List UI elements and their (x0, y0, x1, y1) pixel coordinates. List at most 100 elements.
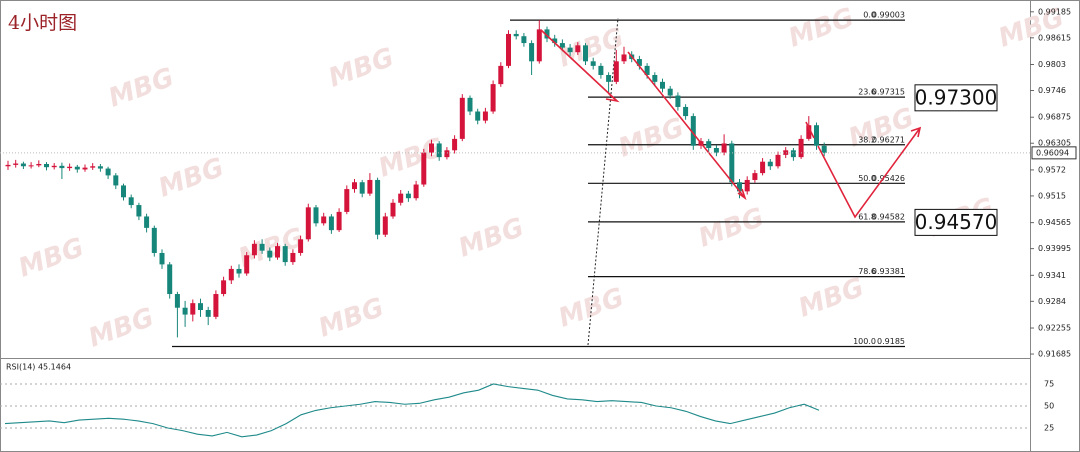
candle-body (552, 38, 558, 44)
rsi-line (4, 383, 820, 438)
fib-ratio: 61.8 (858, 212, 876, 221)
rsi-tick-label: 75 (1044, 380, 1054, 389)
candle-body (475, 111, 481, 121)
arrow (627, 51, 746, 199)
candle-body (305, 207, 311, 240)
candle-body (521, 36, 527, 44)
arrow (805, 121, 815, 139)
y-tick-label: 0.93995 (1038, 244, 1071, 253)
candle-body (767, 161, 773, 167)
candle-body (421, 152, 427, 185)
candle-body (667, 88, 673, 96)
trend-line (587, 17, 619, 346)
candle-body (267, 250, 273, 258)
candle-body (359, 182, 365, 194)
candle-body (429, 143, 434, 153)
candle-body (398, 193, 404, 203)
target-label: 0.94570 (915, 210, 998, 234)
target-box (914, 84, 998, 112)
arrow (540, 29, 618, 102)
fib-ratio: 78.6 (858, 267, 876, 276)
candle-body (352, 182, 357, 190)
candle-body (113, 175, 119, 186)
candle-body (660, 81, 665, 89)
candle-body (36, 163, 42, 166)
candle-body (636, 59, 642, 66)
candle-body (44, 163, 49, 168)
y-tick-label: 0.92255 (1038, 324, 1071, 333)
fib-ratio: 50.0 (858, 174, 876, 183)
y-tick-label: 0.9341 (1038, 271, 1066, 280)
current-price-box (1031, 146, 1077, 160)
candle-body (375, 179, 381, 235)
projection-arrows (540, 29, 922, 219)
candle-body (490, 84, 496, 112)
candle-body (575, 45, 581, 53)
candle-body (752, 173, 758, 180)
fib-ratio: 0.0 (863, 11, 876, 20)
rsi-label: RSI(14) 45.1464 (6, 363, 71, 372)
candle-body (783, 150, 789, 155)
candle-body (482, 111, 488, 121)
candle-body (775, 154, 781, 167)
fib-price: 0.94582 (872, 212, 905, 221)
arrow-head (737, 188, 747, 201)
fib-price: 0.97315 (872, 88, 905, 97)
candle-body (344, 189, 350, 212)
candle-body (251, 243, 257, 256)
candle-body (821, 145, 827, 153)
candle-body (90, 166, 96, 168)
candle-body (82, 167, 88, 170)
candle-body (121, 185, 126, 198)
candle-body (744, 179, 750, 192)
candle-body (321, 216, 327, 224)
arrow-head (910, 126, 922, 138)
candle-body (798, 138, 804, 158)
candle-body (290, 252, 296, 263)
fib-ratio: 100.0 (853, 337, 876, 346)
fib-ratio: 23.6 (858, 88, 876, 97)
candle-body (221, 280, 227, 295)
fib-price: 0.9185 (877, 337, 905, 346)
candle-body (67, 166, 73, 169)
y-tick-label: 0.94565 (1038, 218, 1071, 227)
candle-body (806, 125, 812, 139)
candle-body (313, 207, 319, 224)
candle-body (613, 61, 619, 82)
candle-body (382, 216, 388, 235)
candle-body (652, 75, 658, 82)
candle-body (529, 43, 535, 62)
candle-body (706, 141, 712, 149)
y-tick-label: 0.96875 (1038, 113, 1071, 122)
y-tick-label: 0.98615 (1038, 33, 1071, 42)
candle-body (213, 294, 219, 317)
y-tick-label: 0.96305 (1038, 139, 1071, 148)
arrow (817, 127, 921, 219)
candle-body (675, 95, 681, 107)
candle-body (737, 182, 742, 192)
y-tick-label: 0.9572 (1038, 165, 1066, 174)
candle-body (13, 163, 19, 165)
candle-body (606, 75, 612, 82)
candle-body (275, 246, 280, 258)
candle-body (190, 303, 196, 315)
candle-body (598, 65, 604, 76)
candle-body (74, 166, 80, 170)
candle-body (136, 205, 142, 217)
rsi-tick-label: 50 (1044, 402, 1054, 411)
candle-body (5, 164, 11, 167)
arrow-head (605, 93, 620, 103)
candle-body (259, 243, 265, 251)
target-box (914, 208, 998, 236)
candle-body (244, 255, 250, 274)
candle-body (590, 61, 596, 66)
fib-price: 0.95426 (872, 174, 905, 183)
candle-body (498, 65, 504, 85)
candle-body (814, 125, 819, 146)
y-tick-label: 0.99185 (1038, 7, 1071, 16)
candle-body (413, 184, 419, 199)
candle-body (174, 294, 180, 308)
candle-body (228, 268, 234, 281)
